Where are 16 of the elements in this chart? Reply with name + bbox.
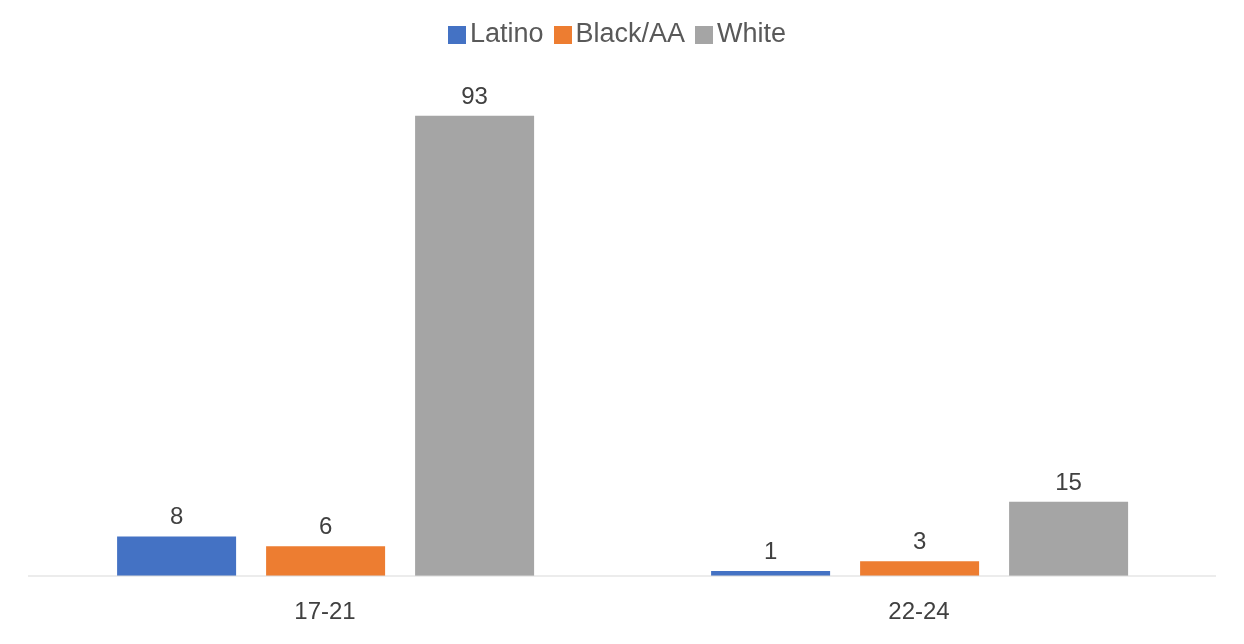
data-label: 15: [1055, 467, 1082, 495]
legend-label: White: [717, 18, 787, 48]
data-label: 1: [763, 537, 778, 565]
bar: [415, 115, 535, 576]
bar: [860, 561, 980, 576]
legend-label: Black/AA: [575, 18, 686, 48]
legend-label: Latino: [469, 18, 544, 48]
bar: [266, 546, 386, 576]
bar: [117, 536, 237, 576]
x-tick-label: 17-21: [294, 597, 356, 625]
data-label: 3: [912, 527, 927, 555]
data-label: 6: [318, 512, 333, 540]
data-label: 8: [169, 502, 184, 530]
bar: [1009, 501, 1129, 576]
data-label: 93: [461, 81, 488, 109]
x-tick-label: 22-24: [888, 597, 950, 625]
